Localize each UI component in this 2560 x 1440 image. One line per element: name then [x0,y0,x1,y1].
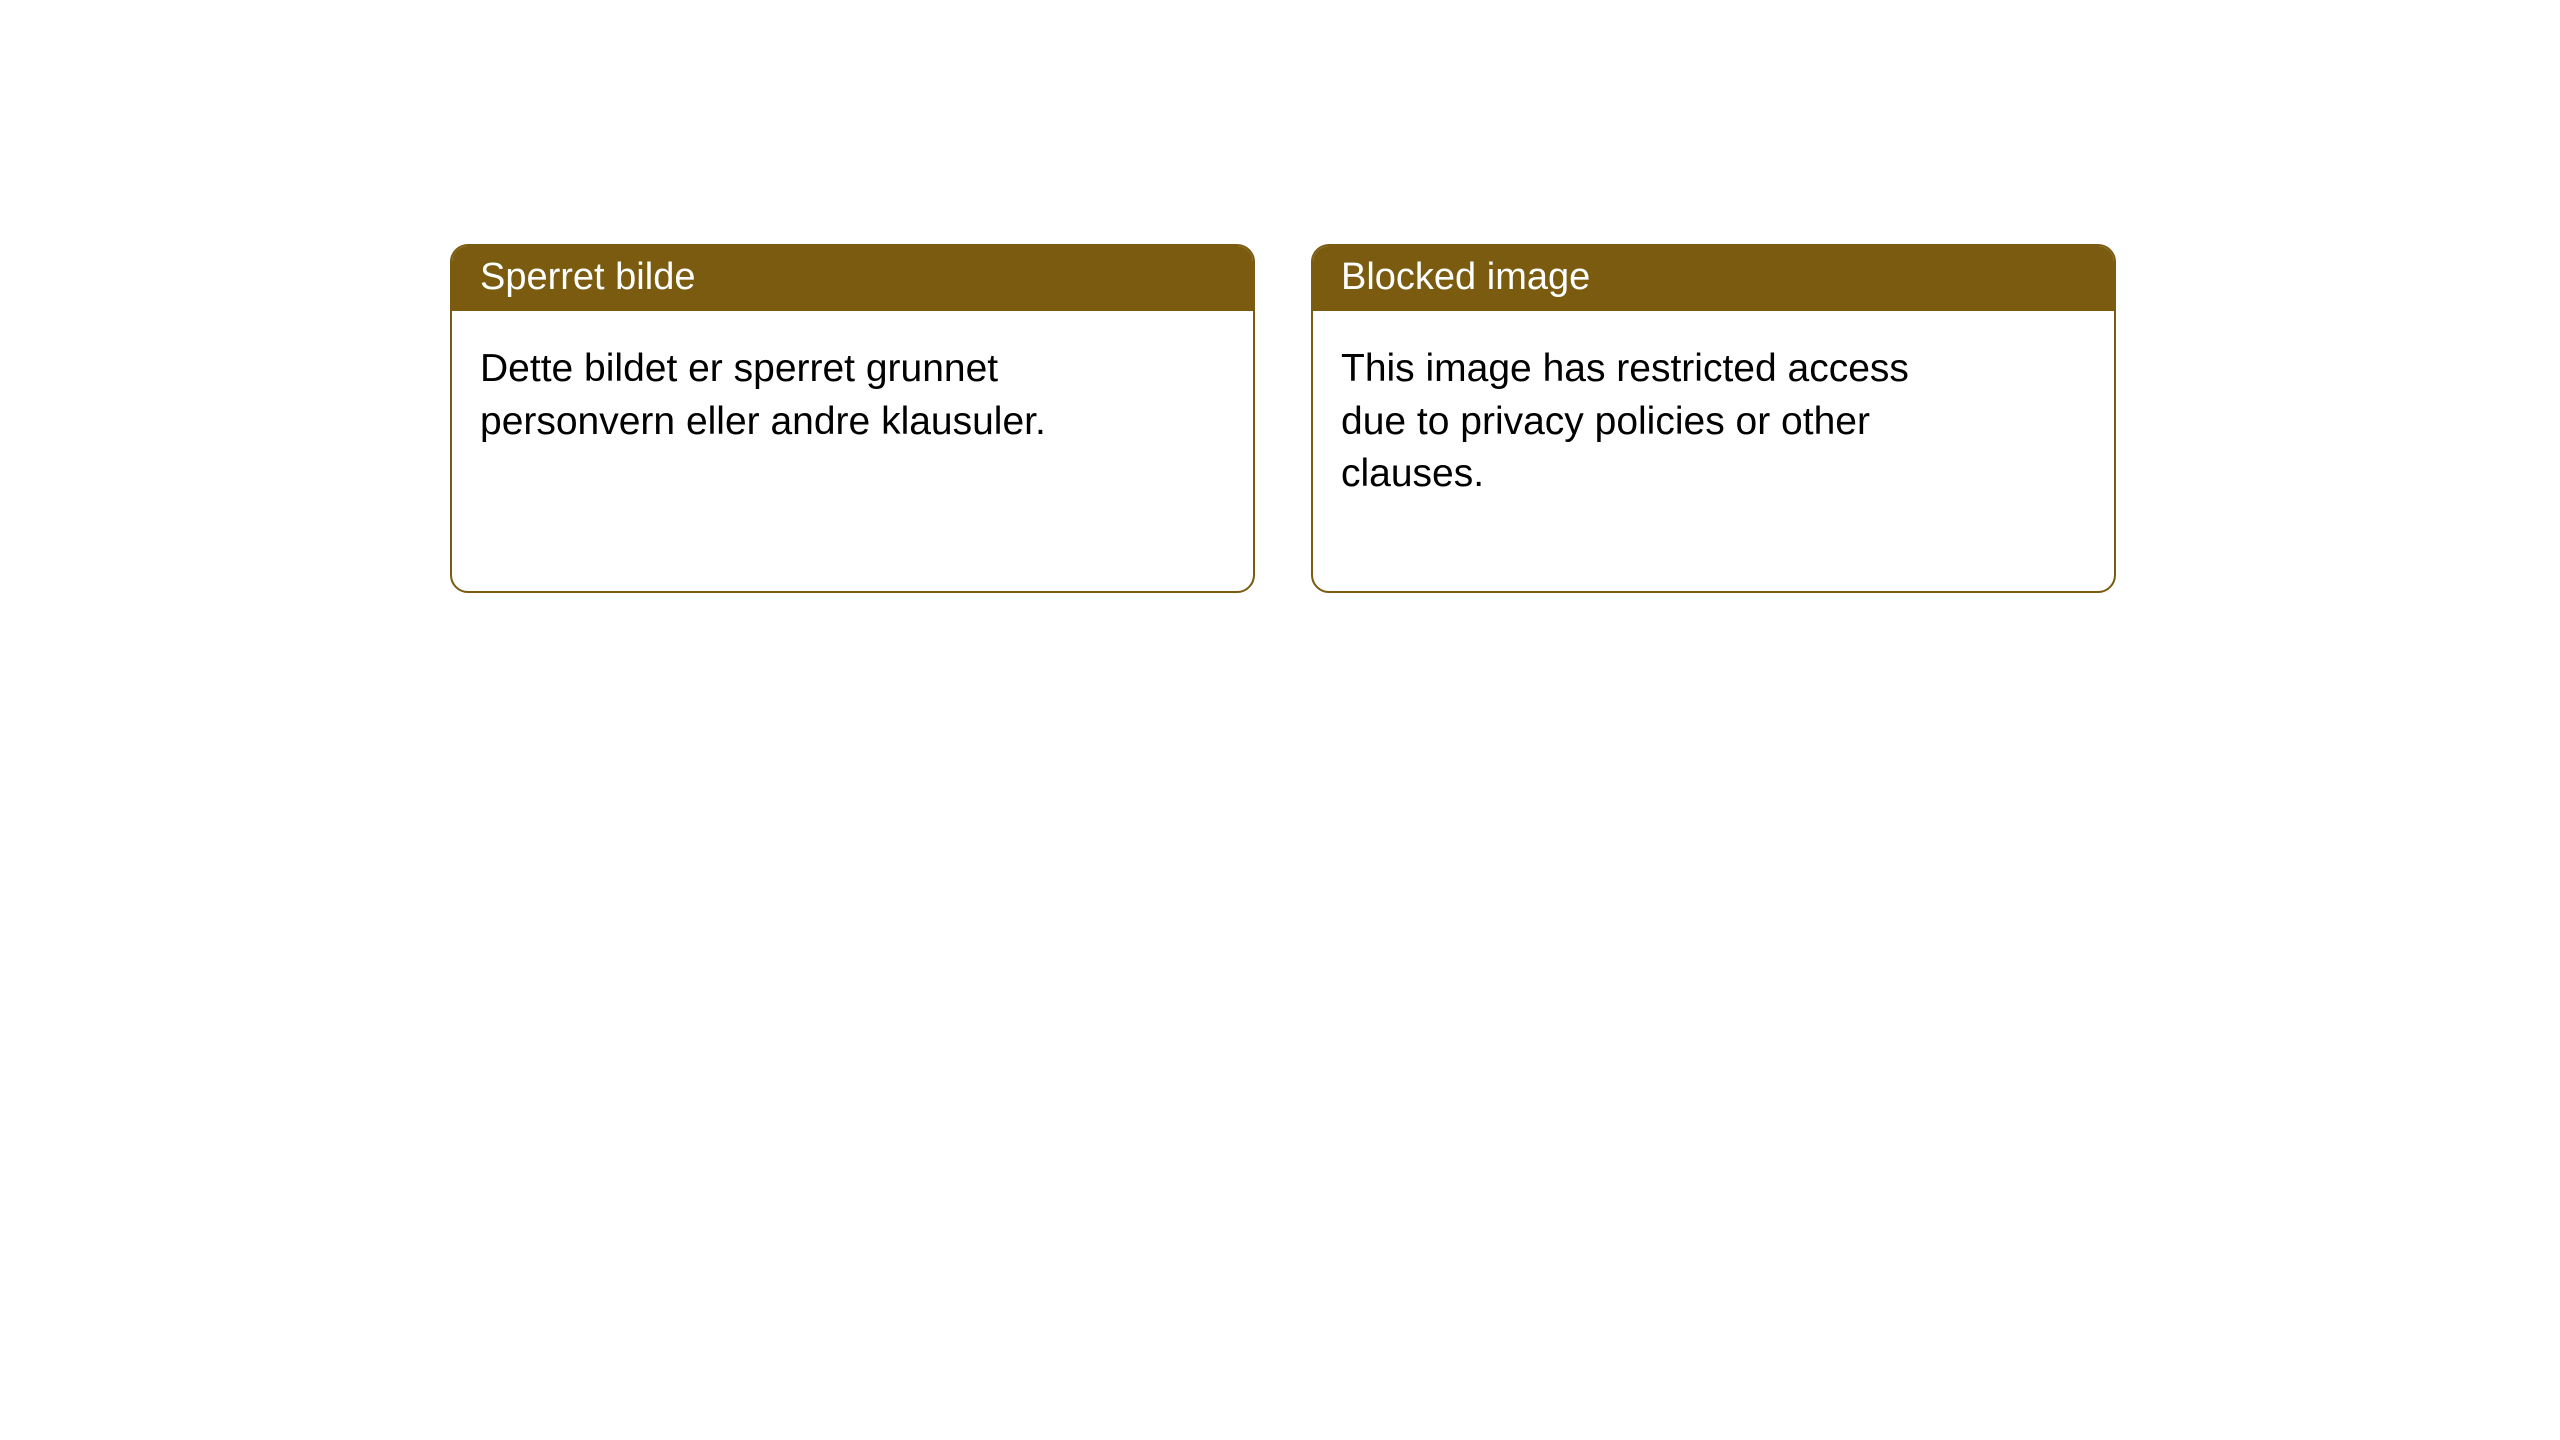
notice-title: Sperret bilde [452,246,1253,311]
notice-title: Blocked image [1313,246,2114,311]
notice-card-norwegian: Sperret bilde Dette bildet er sperret gr… [450,244,1255,593]
notice-body: This image has restricted access due to … [1313,311,1973,591]
notice-body: Dette bildet er sperret grunnet personve… [452,311,1112,538]
notice-container: Sperret bilde Dette bildet er sperret gr… [0,0,2560,593]
notice-card-english: Blocked image This image has restricted … [1311,244,2116,593]
